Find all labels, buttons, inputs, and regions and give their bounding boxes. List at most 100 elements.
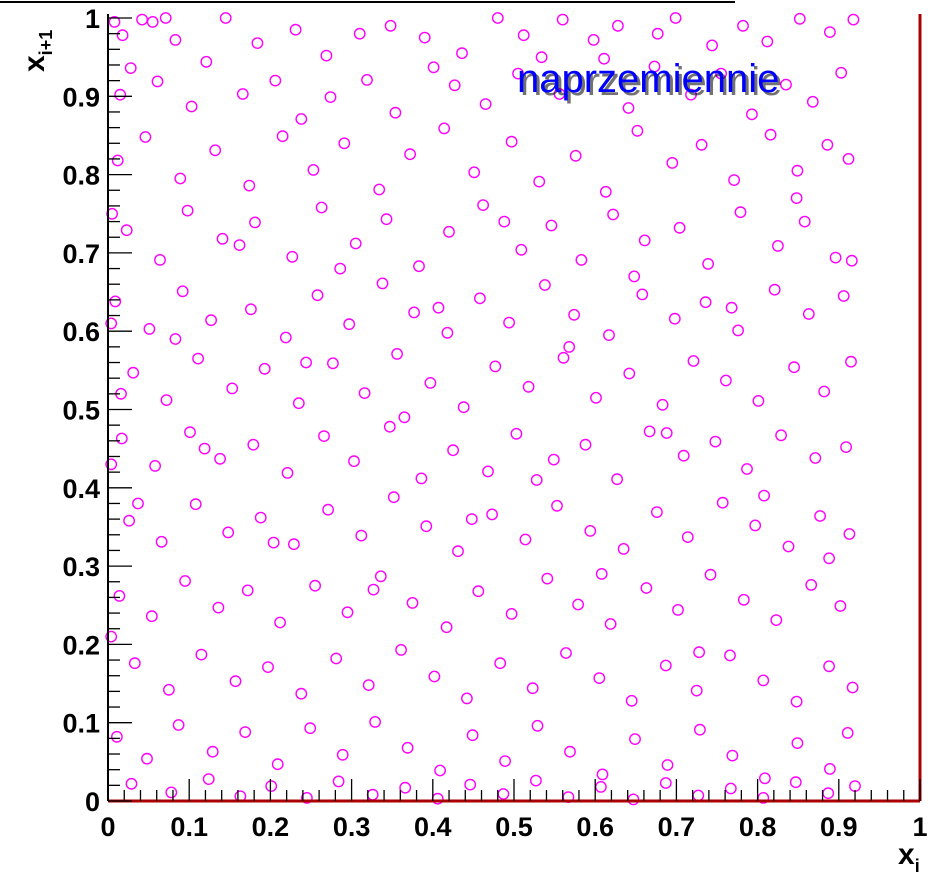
data-point [281,466,294,479]
data-point [369,716,381,728]
data-point [205,314,218,327]
data-point [258,362,271,375]
data-point [214,452,227,465]
y-axis-title-base: x [18,55,51,72]
data-point [629,733,641,745]
data-point [115,432,128,445]
data-point [219,12,232,24]
data-point [732,324,744,337]
x-tick-label: 0.8 [739,812,777,842]
data-point [673,221,686,234]
x-tick-label: 0.5 [495,812,533,842]
data-point [772,239,784,252]
data-point [798,215,811,228]
data-point [479,98,492,111]
data-point [728,174,740,187]
data-point [716,496,729,509]
data-point [599,185,612,198]
data-point [151,75,164,88]
data-point [726,749,739,762]
data-point [111,730,123,743]
data-point [222,526,235,539]
data-point [432,301,445,314]
data-point [269,74,282,87]
data-point [659,659,672,672]
x-tick-label: 0 [100,812,115,842]
data-point [791,164,804,177]
data-point [843,528,856,540]
data-point [643,425,656,438]
data-point [757,674,770,687]
data-point [367,583,380,596]
y-tick-label: 0.6 [62,317,100,347]
data-point [271,758,284,771]
data-point [159,12,172,24]
data-point [434,764,446,777]
data-point [307,163,320,176]
data-point [341,606,354,619]
data-point [300,356,312,369]
data-point [737,593,750,606]
data-point [406,597,419,609]
data-point [332,775,345,788]
data-point [189,498,202,511]
data-point [845,254,858,267]
data-point [374,570,387,583]
data-point [623,367,636,380]
data-point [535,51,548,64]
data-point [706,39,718,52]
data-point [330,652,343,665]
data-point [143,322,156,335]
data-point [265,780,278,792]
data-point [276,130,289,143]
data-point [648,60,661,73]
data-point [741,463,753,475]
data-point [821,138,834,151]
data-point [631,124,644,137]
data-point [185,100,198,113]
data-point [383,420,396,433]
data-point [841,727,854,739]
data-point [468,166,481,179]
data-point [108,16,121,28]
data-point [668,312,681,325]
data-point [522,380,535,393]
data-point [704,568,717,581]
data-point [295,113,308,125]
data-point [249,216,261,229]
data-point [687,355,700,367]
data-point [125,777,138,790]
data-point [123,514,136,527]
data-point [790,695,803,708]
data-point [775,429,787,442]
data-point [441,326,454,339]
data-point [702,257,714,270]
data-point [181,204,194,217]
data-point [384,19,397,32]
data-point [241,584,254,597]
data-point [725,301,738,314]
data-point [593,672,606,684]
x-tick-label: 0.4 [414,812,452,842]
data-point [233,239,246,252]
data-point [835,66,848,79]
data-point [533,175,546,188]
data-point [326,357,339,370]
data-point [132,497,144,510]
data-point [556,13,569,26]
data-point [309,579,321,592]
data-point [611,473,623,486]
data-point [806,95,819,108]
x-axis-title: xi [898,838,920,876]
data-point [376,277,389,290]
data-point [628,270,641,283]
data-point [466,729,479,742]
data-point [553,88,566,100]
data-point [579,438,592,451]
data-point [612,19,624,32]
data-point [216,232,229,245]
data-point [452,545,464,558]
data-point [413,260,425,273]
data-point [149,459,162,472]
